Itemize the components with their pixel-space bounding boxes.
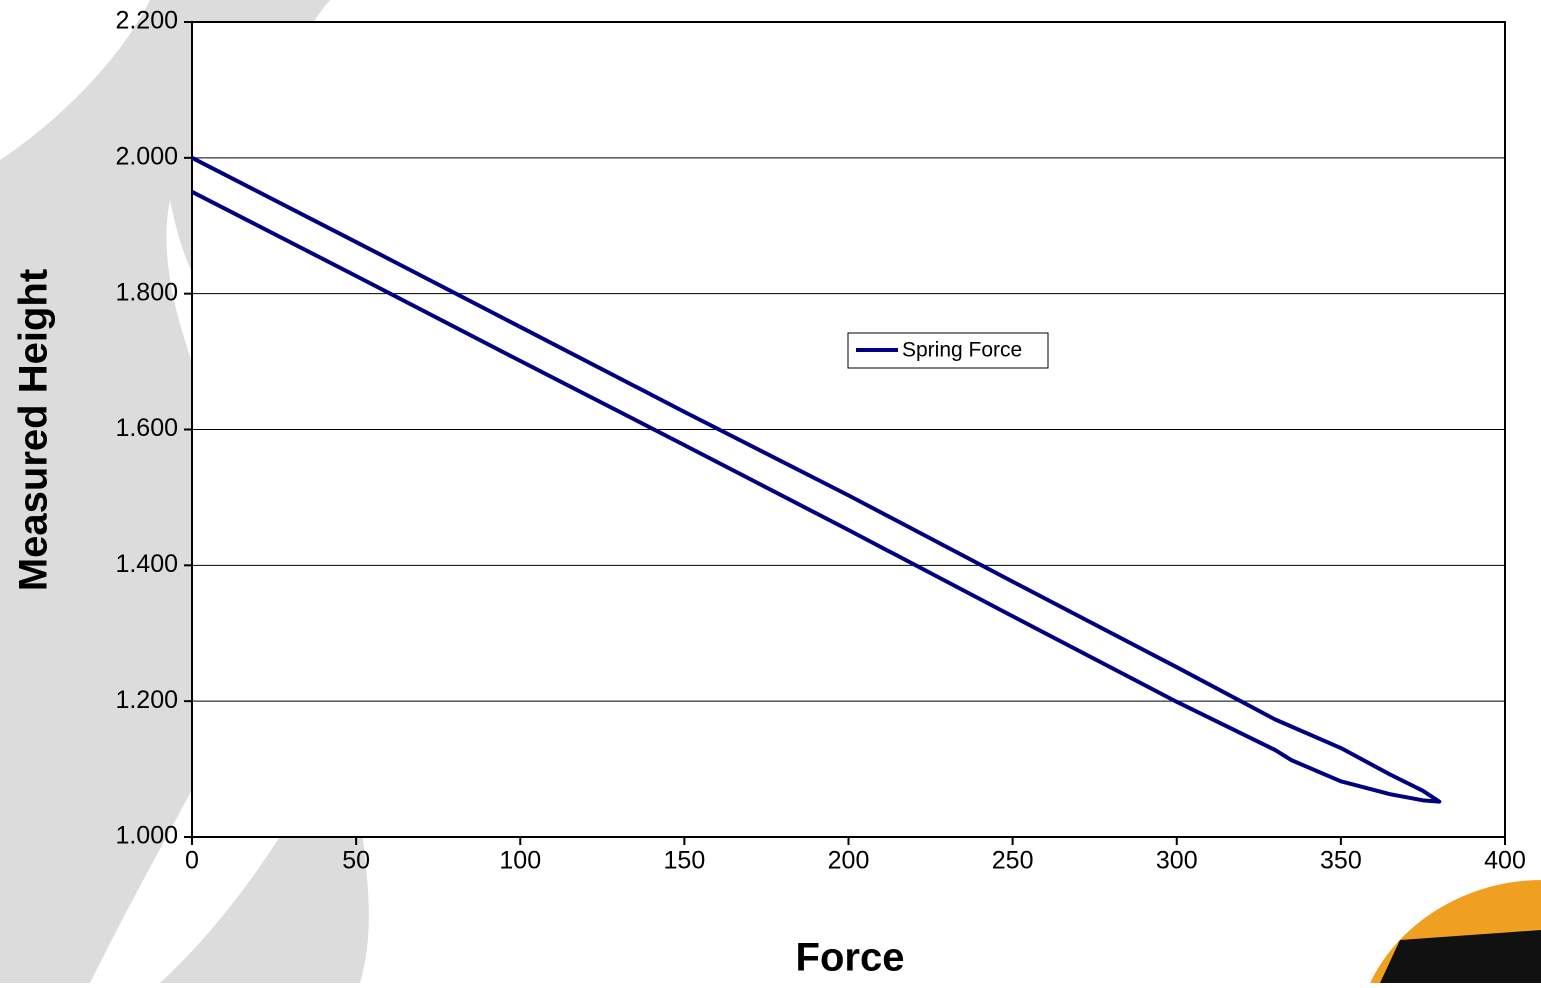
legend: Spring Force (848, 333, 1048, 368)
y-tick-label: 1.600 (115, 414, 178, 442)
logo (1370, 880, 1541, 983)
y-tick-label: 2.000 (115, 142, 178, 170)
x-tick-label: 100 (499, 847, 541, 875)
y-axis-title: Measured Height (12, 269, 56, 591)
x-tick-label: 400 (1484, 847, 1526, 875)
x-tick-label: 350 (1320, 847, 1362, 875)
x-tick-label: 250 (992, 847, 1034, 875)
x-axis-title: Force (796, 936, 905, 980)
y-tick-label: 2.200 (115, 7, 178, 35)
y-tick-label: 1.000 (115, 822, 178, 850)
legend-label: Spring Force (902, 339, 1022, 362)
x-tick-label: 300 (1156, 847, 1198, 875)
chart: Force Measured Height 1.000 1.200 1.400 1.6… (0, 0, 1541, 983)
x-tick-label: 200 (828, 847, 870, 875)
x-tick-label: 50 (342, 847, 370, 875)
x-tick-label: 0 (185, 847, 199, 875)
y-tick-label: 1.400 (115, 550, 178, 578)
y-tick-label: 1.800 (115, 278, 178, 306)
y-tick-label: 1.200 (115, 686, 178, 714)
x-tick-label: 150 (664, 847, 706, 875)
